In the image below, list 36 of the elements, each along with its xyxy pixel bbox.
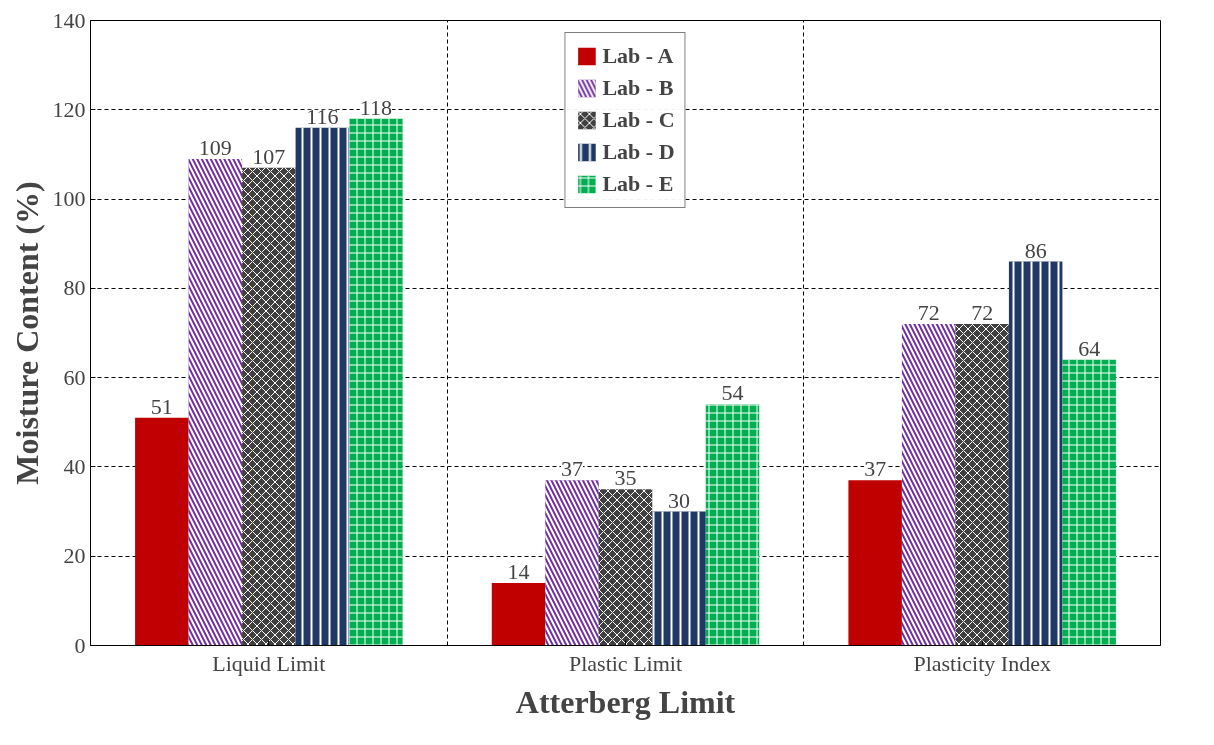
data-label: 30: [668, 487, 690, 513]
y-tick-label: 40: [63, 453, 86, 479]
legend-label: Lab - E: [602, 171, 674, 197]
data-label: 64: [1078, 335, 1101, 361]
y-tick-label: 20: [63, 543, 86, 569]
x-axis-title: Atterberg Limit: [515, 683, 736, 720]
y-axis-title: Moisture Content (%): [8, 181, 45, 485]
data-label: 107: [252, 143, 286, 169]
data-label: 37: [864, 456, 887, 482]
x-tick-label: Plastic Limit: [568, 650, 683, 676]
y-tick-label: 140: [52, 7, 86, 33]
y-tick-label: 0: [74, 632, 86, 658]
y-tick-label: 60: [63, 364, 86, 390]
x-tick-label: Liquid Limit: [212, 650, 326, 676]
x-tick-label: Plasticity Index: [913, 650, 1051, 676]
legend-label: Lab - B: [602, 75, 674, 101]
legend-label: Lab - C: [602, 107, 675, 133]
data-label: 116: [306, 103, 339, 129]
data-label: 72: [917, 300, 940, 326]
y-tick-label: 100: [52, 186, 86, 212]
y-tick-label: 120: [52, 96, 86, 122]
data-label: 86: [1024, 237, 1047, 263]
data-label: 109: [198, 134, 232, 160]
data-label: 37: [561, 456, 583, 482]
data-label: 14: [507, 559, 530, 584]
data-label: 72: [971, 300, 994, 326]
bar: [135, 417, 189, 646]
bar: [848, 480, 902, 646]
legend-label: Lab - A: [602, 43, 674, 69]
data-label: 118: [359, 94, 392, 120]
legend-label: Lab - D: [602, 139, 675, 165]
y-tick-label: 80: [63, 275, 86, 301]
bar: [491, 583, 546, 646]
data-label: 54: [721, 380, 744, 406]
data-label: 51: [150, 393, 173, 419]
data-label: 35: [614, 465, 637, 491]
